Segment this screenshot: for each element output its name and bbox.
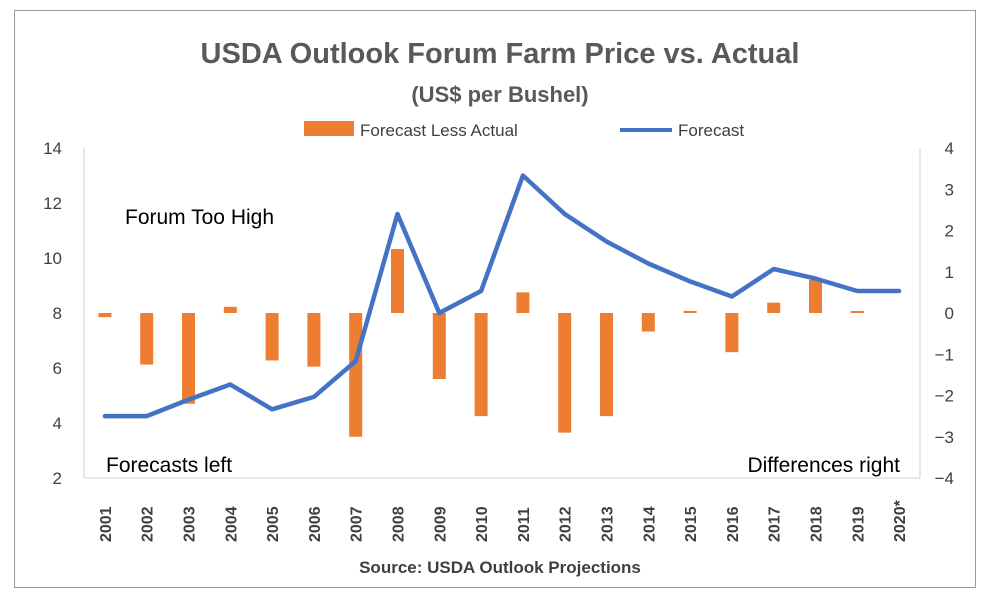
bar-forecast-less-actual — [850, 310, 864, 313]
chart-title: USDA Outlook Forum Farm Price vs. Actual — [201, 38, 800, 70]
line-forecast — [102, 173, 902, 419]
right-tick-label: −3 — [935, 428, 954, 447]
x-tick-label: 2017 — [767, 506, 784, 542]
legend: Forecast Less Actual Forecast — [304, 121, 744, 140]
x-tick-label: 2002 — [140, 506, 157, 542]
x-tick-label: 2007 — [349, 506, 366, 542]
x-tick-label: 2012 — [558, 506, 575, 542]
bar-forecast-less-actual — [516, 292, 530, 313]
right-tick-label: −2 — [935, 387, 954, 406]
x-tick-label: 2011 — [516, 507, 533, 542]
x-tick-label: 2013 — [600, 506, 617, 542]
bar-forecast-less-actual — [223, 306, 237, 313]
x-tick-label: 2003 — [182, 506, 199, 542]
right-tick-label: −1 — [935, 345, 954, 364]
bar-forecast-less-actual — [140, 313, 154, 365]
left-tick-label: 14 — [43, 139, 62, 158]
left-tick-label: 8 — [53, 304, 62, 323]
bar-forecast-less-actual — [641, 313, 655, 332]
left-tick-label: 12 — [43, 194, 62, 213]
bar-forecast-less-actual — [558, 313, 572, 433]
legend-swatch-forecast-less-actual — [304, 121, 354, 136]
right-tick-label: 2 — [945, 222, 954, 241]
x-tick-label: 2018 — [809, 506, 826, 542]
right-tick-label: 3 — [945, 180, 954, 199]
left-tick-label: 6 — [53, 359, 62, 378]
x-tick-label: 2006 — [307, 506, 324, 542]
right-tick-label: 0 — [945, 304, 954, 323]
bar-forecast-less-actual — [265, 313, 279, 361]
bar-forecast-less-actual — [391, 249, 404, 313]
annotation-forum-too-high: Forum Too High — [125, 206, 274, 229]
legend-label-forecast: Forecast — [678, 121, 744, 140]
chart-source: Source: USDA Outlook Projections — [359, 558, 641, 577]
bar-forecast-less-actual — [725, 313, 739, 353]
legend-label-forecast-less-actual: Forecast Less Actual — [360, 121, 518, 140]
left-tick-label: 10 — [43, 249, 62, 268]
right-tick-label: 4 — [945, 139, 954, 158]
bar-forecast-less-actual — [98, 313, 112, 318]
x-tick-label: 2009 — [432, 506, 449, 542]
bar-forecast-less-actual — [474, 313, 488, 417]
bar-forecast-less-actual — [432, 313, 446, 379]
bar-forecast-less-actual — [307, 313, 321, 367]
x-tick-label: 2001 — [98, 506, 115, 542]
bar-forecast-less-actual — [683, 310, 697, 313]
x-tick-label: 2019 — [850, 506, 867, 542]
x-tick-label: 2005 — [265, 506, 282, 542]
right-tick-label: −4 — [935, 469, 954, 488]
x-tick-label: 2004 — [223, 506, 240, 542]
annotation-forecasts-left: Forecasts left — [106, 454, 232, 477]
x-tick-label: 2020* — [892, 499, 909, 542]
annotation-differences-right: Differences right — [747, 454, 900, 477]
x-tick-label: 2016 — [725, 506, 742, 542]
bar-forecast-less-actual — [809, 280, 822, 313]
left-tick-label: 4 — [53, 414, 62, 433]
left-tick-label: 2 — [53, 469, 62, 488]
right-tick-label: 1 — [945, 263, 954, 282]
x-tick-label: 2008 — [391, 506, 408, 542]
x-tick-label: 2014 — [641, 506, 658, 542]
x-tick-label: 2015 — [683, 506, 700, 542]
bar-forecast-less-actual — [767, 302, 781, 313]
bar-forecast-less-actual — [182, 313, 195, 404]
x-tick-label: 2010 — [474, 506, 491, 542]
bar-forecast-less-actual — [349, 313, 363, 437]
bar-forecast-less-actual — [600, 313, 613, 417]
chart-subtitle: (US$ per Bushel) — [411, 82, 588, 107]
